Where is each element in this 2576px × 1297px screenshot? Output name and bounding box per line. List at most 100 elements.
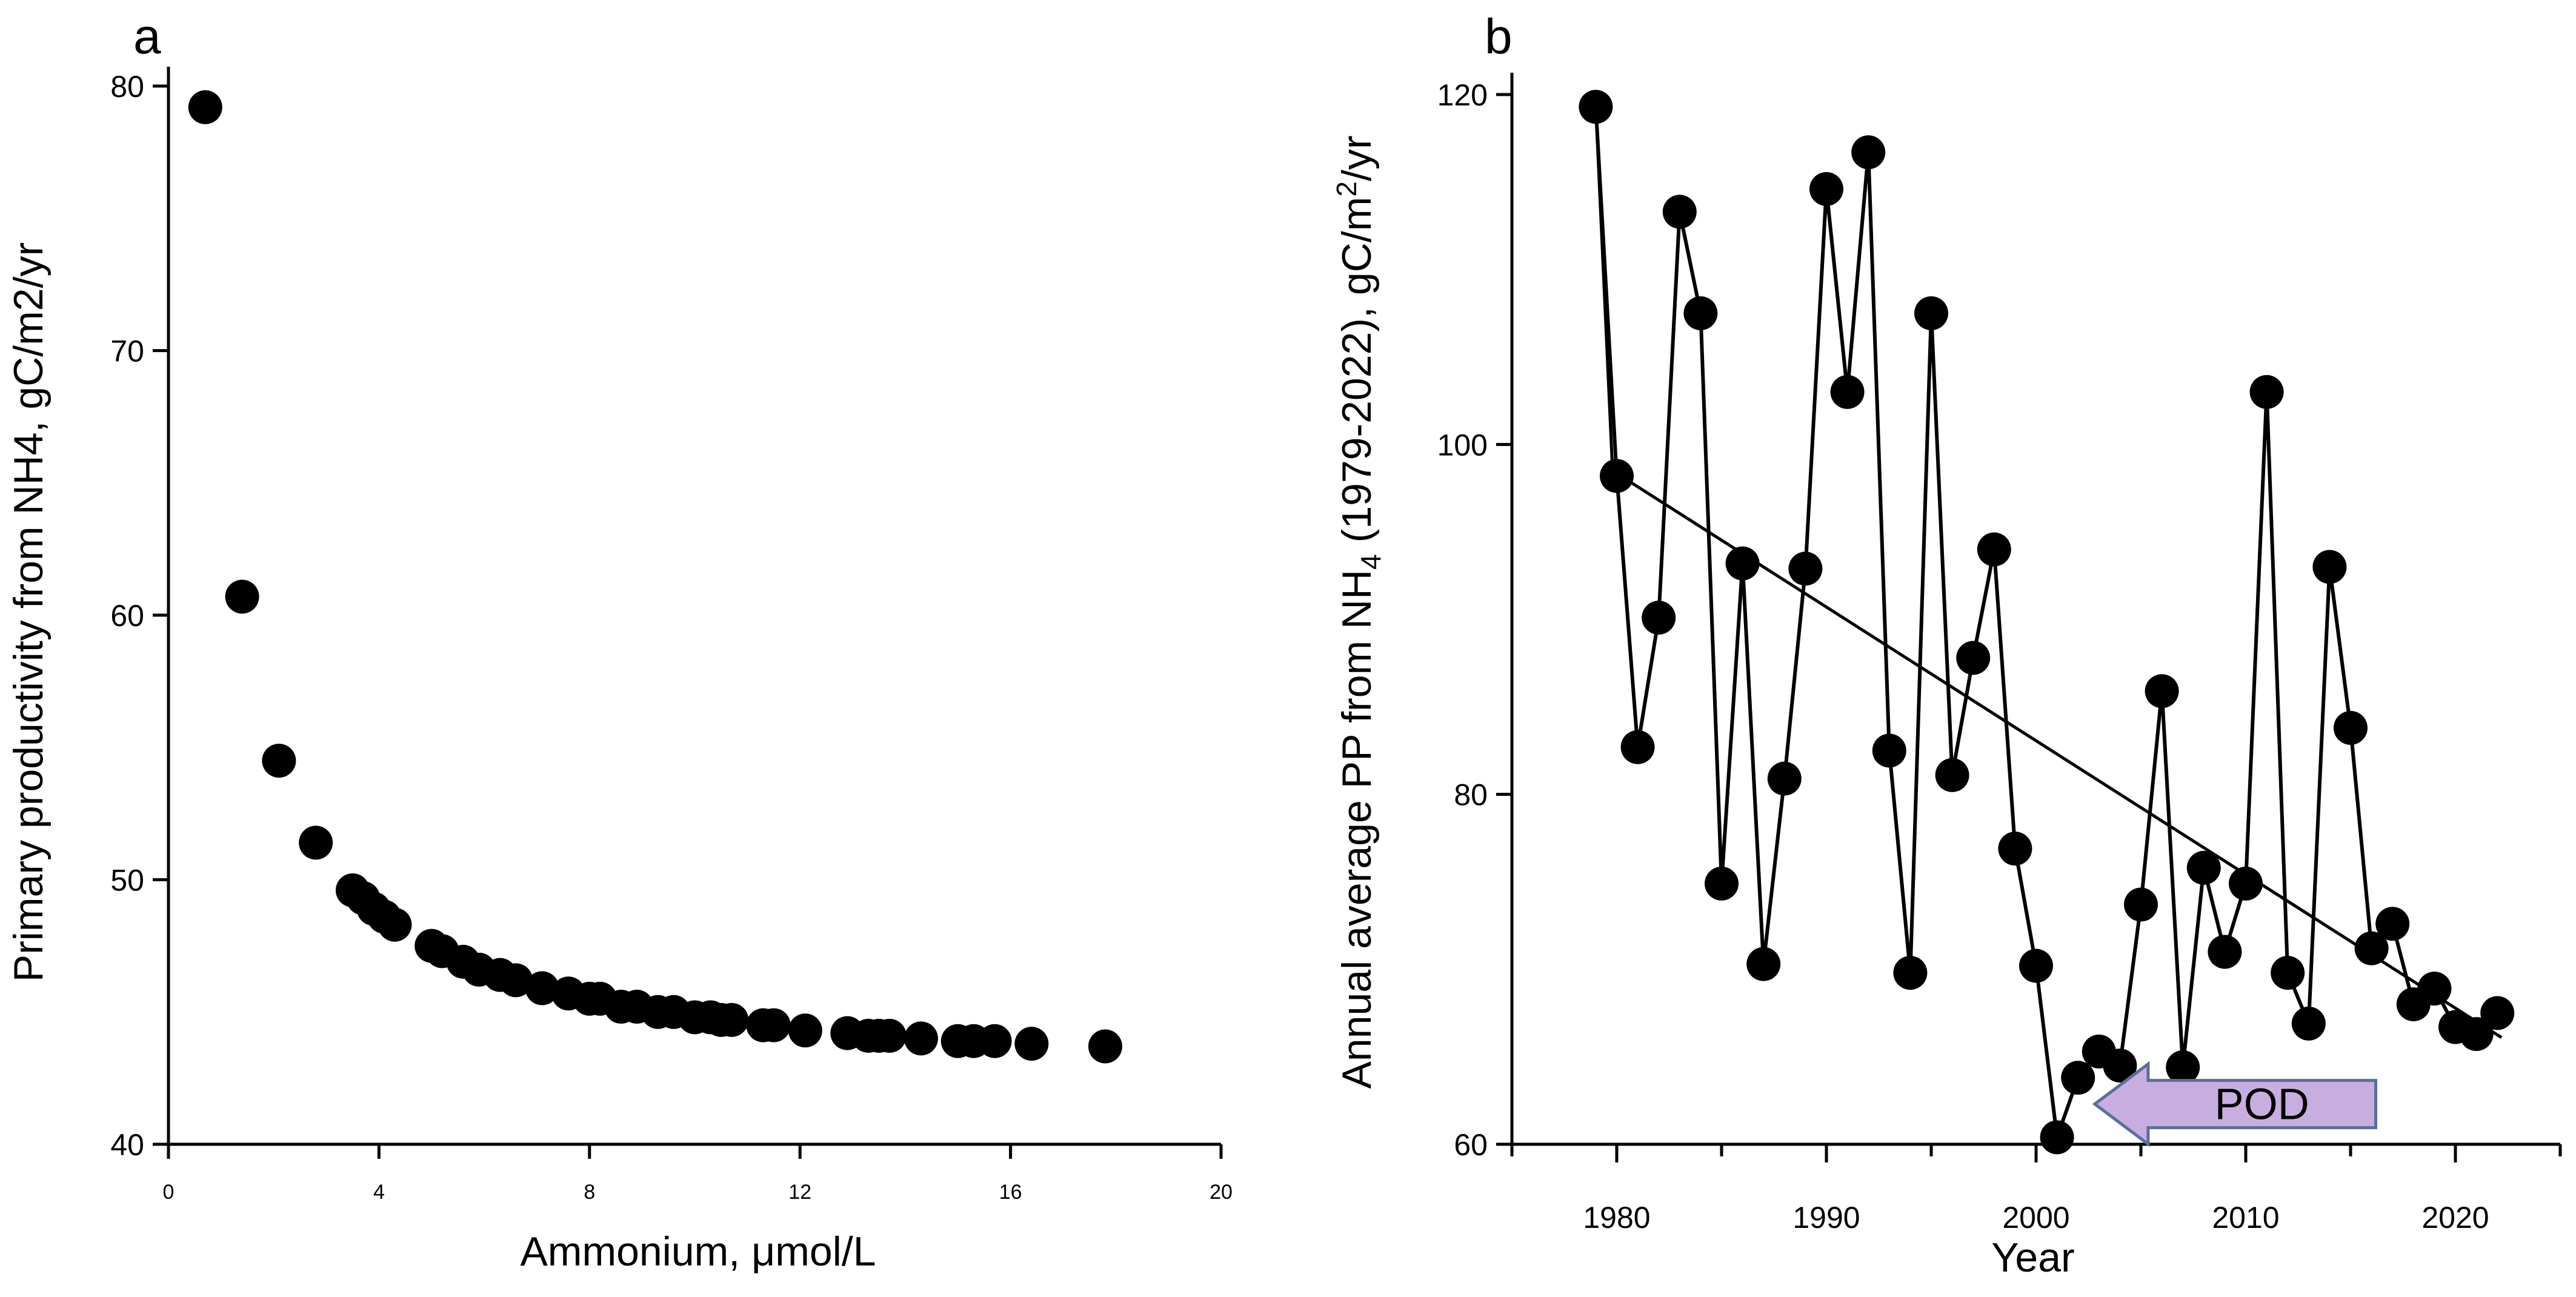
panel-a-data-point — [872, 1019, 907, 1053]
panel-b-data-point — [1746, 947, 1781, 981]
panel-b-data-point — [1998, 832, 2032, 866]
panel-a-y-axis-title: Primary productivity from NH4, gC/m2/yr — [5, 242, 52, 982]
panel-b: b 60 80 100 120 1980 1990 2000 2010 2020 POD Yea… — [1331, 9, 2562, 1281]
panel-b-y-tick-label: 100 — [1437, 428, 1488, 462]
panel-b-data-point — [2312, 550, 2347, 584]
panel-a: a 40 50 60 70 80 0 4 8 12 16 20 Ammonium, μmol/L P… — [5, 9, 1233, 1275]
panel-b-data-point — [1725, 546, 1760, 581]
panel-b-y-axis-title-end: /yr — [1334, 135, 1380, 181]
panel-a-x-axis-title: Ammonium, μmol/L — [520, 1229, 876, 1275]
panel-b-points — [1579, 90, 2515, 1155]
panel-b-letter: b — [1485, 9, 1513, 64]
panel-b-data-point — [1809, 172, 1843, 206]
panel-a-data-point — [225, 579, 259, 614]
panel-a-data-point — [977, 1024, 1012, 1058]
panel-b-y-axis-title-superscript: 2 — [1331, 181, 1362, 197]
pod-arrow-label: POD — [2215, 1081, 2309, 1129]
panel-b-y-tick-label: 120 — [1437, 78, 1488, 112]
panel-b-x-axis-title: Year — [1991, 1235, 2074, 1281]
panel-a-data-point — [499, 963, 533, 998]
panel-b-y-tick-label: 60 — [1454, 1128, 1488, 1162]
panel-b-data-point — [2040, 1120, 2074, 1155]
panel-b-data-point — [2061, 1061, 2095, 1095]
panel-a-x-tick-label: 16 — [999, 1181, 1022, 1204]
panel-b-data-point — [1956, 641, 1991, 675]
panel-b-data-point — [1872, 733, 1906, 768]
panel-a-axes: 40 50 60 70 80 0 4 8 12 16 20 — [110, 67, 1233, 1204]
panel-b-y-tick-label: 80 — [1454, 778, 1488, 812]
panel-b-data-point — [1935, 758, 1969, 792]
panel-a-y-tick-label: 80 — [110, 70, 144, 104]
panel-b-data-point — [2186, 850, 2221, 885]
panel-a-x-tick-label: 12 — [788, 1181, 811, 1204]
panel-b-data-point — [1851, 135, 1886, 170]
panel-b-data-point — [2480, 996, 2515, 1030]
panel-b-data-point — [2334, 710, 2368, 745]
panel-b-data-point — [1893, 956, 1928, 990]
panel-a-data-point — [714, 1002, 749, 1037]
panel-b-data-point — [2103, 1049, 2137, 1083]
panel-b-data-point — [1642, 601, 1676, 635]
panel-b-data-point — [1579, 90, 1613, 124]
panel-a-data-point — [525, 971, 559, 1005]
panel-b-data-point — [2459, 1017, 2494, 1052]
panel-b-x-tick-label: 2010 — [2212, 1201, 2279, 1235]
panel-a-y-tick-label: 70 — [110, 335, 144, 368]
panel-b-data-point — [1662, 195, 1697, 229]
panel-b-y-axis-title-subscript: 4 — [1355, 554, 1386, 570]
panel-b-data-point — [2291, 1006, 2326, 1041]
panel-b-data-point — [1705, 866, 1739, 901]
panel-b-data-point — [2124, 887, 2158, 922]
panel-b-y-axis-title: Annual average PP from NH4 (1979-2022), … — [1331, 135, 1386, 1089]
panel-b-data-point — [1767, 761, 1802, 796]
pod-annotation: POD — [2092, 1061, 2378, 1147]
panel-b-data-point — [1977, 532, 2011, 567]
panel-a-data-point — [1088, 1029, 1122, 1064]
panel-a-data-point — [378, 907, 412, 942]
panel-a-y-tick-label: 50 — [110, 864, 144, 898]
panel-b-y-axis-title-main: Annual average PP from NH — [1334, 570, 1380, 1089]
panel-b-data-point — [2271, 956, 2305, 990]
panel-a-data-point — [188, 90, 222, 124]
panel-a-x-tick-label: 20 — [1210, 1181, 1233, 1204]
panel-a-data-point — [904, 1021, 938, 1056]
panel-b-data-point — [1914, 296, 1948, 330]
pod-arrow-shape — [2092, 1061, 2378, 1147]
panel-a-letter: a — [133, 9, 161, 64]
panel-b-y-axis-title-tail: (1979-2022), gC/m — [1334, 197, 1380, 555]
panel-a-data-point — [756, 1008, 791, 1042]
panel-a-x-tick-label: 4 — [373, 1181, 385, 1204]
panel-a-x-tick-label: 0 — [163, 1181, 175, 1204]
panel-a-data-point — [299, 825, 333, 860]
panel-a-data-point — [788, 1013, 822, 1048]
panel-b-data-point — [1600, 459, 1634, 493]
panel-b-x-tick-label: 1980 — [1583, 1201, 1650, 1235]
panel-b-data-point — [2229, 866, 2263, 901]
panel-b-data-point — [2375, 907, 2410, 941]
panel-b-data-point — [1683, 296, 1718, 330]
panel-b-data-point — [1620, 730, 1655, 764]
panel-b-data-point — [2019, 949, 2053, 983]
panel-b-data-point — [2208, 935, 2242, 969]
panel-b-data-point — [1830, 375, 1865, 409]
panel-b-x-tick-label: 2000 — [2002, 1201, 2069, 1235]
panel-b-data-point — [2354, 931, 2389, 965]
panel-b-data-point — [2145, 674, 2179, 709]
panel-b-axes: 60 80 100 120 1980 1990 2000 2010 2020 — [1437, 73, 2562, 1235]
panel-a-points — [188, 90, 1122, 1064]
panel-a-x-tick-label: 8 — [584, 1181, 595, 1204]
panel-b-x-tick-label: 2020 — [2421, 1201, 2489, 1235]
panel-a-data-point — [1014, 1027, 1049, 1061]
panel-b-data-point — [2417, 972, 2452, 1006]
panel-b-series-polyline — [1594, 107, 2499, 1139]
panel-b-series-line — [1594, 107, 2499, 1139]
panel-b-data-point — [1788, 552, 1823, 586]
panel-a-y-tick-label: 60 — [110, 599, 144, 633]
panel-b-data-point — [2166, 1050, 2200, 1084]
panel-a-data-point — [262, 744, 296, 778]
panel-b-x-tick-label: 1990 — [1792, 1201, 1860, 1235]
panel-a-y-tick-label: 40 — [110, 1128, 144, 1162]
panel-b-data-point — [2249, 375, 2284, 409]
